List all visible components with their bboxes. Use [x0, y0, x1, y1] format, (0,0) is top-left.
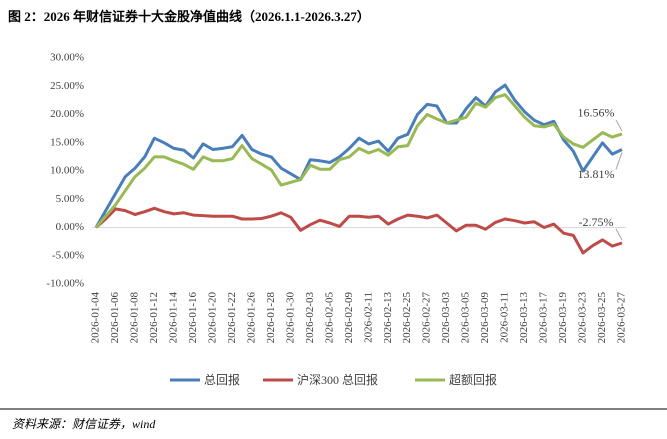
x-tick-label: 2026-03-19: [557, 292, 569, 344]
annotation-leader: [615, 228, 623, 241]
y-tick-label: -10.00%: [46, 278, 84, 290]
x-tick-label: 2026-01-06: [109, 292, 121, 344]
x-tick-label: 2026-01-28: [265, 292, 277, 344]
y-tick-label: 20.00%: [50, 108, 84, 120]
x-tick-label: 2026-03-03: [440, 292, 452, 344]
x-tick-label: 2026-03-23: [577, 292, 589, 344]
x-tick-label: 2026-03-25: [596, 292, 608, 344]
annotation: 16.56%: [578, 106, 615, 120]
line-series: [95, 206, 623, 255]
y-tick-label: -5.00%: [52, 249, 84, 261]
x-tick-label: 2026-01-26: [245, 292, 257, 344]
annotation: 13.81%: [578, 167, 615, 181]
x-tick-label: 2026-03-27: [616, 292, 628, 344]
line-series: [94, 83, 623, 229]
y-tick-label: 25.00%: [50, 80, 84, 92]
annotation: -2.75%: [579, 215, 614, 229]
x-tick-label: 2026-01-22: [226, 292, 238, 343]
x-tick-label: 2026-03-17: [538, 292, 550, 344]
x-tick-label: 2026-01-14: [167, 292, 179, 344]
x-tick-label: 2026-03-05: [460, 292, 472, 344]
legend-label: 沪深300 总回报: [297, 372, 378, 387]
x-tick-label: 2026-02-13: [382, 292, 394, 344]
x-tick-label: 2026-03-13: [518, 292, 530, 344]
y-tick-label: 5.00%: [56, 193, 84, 205]
line-series: [94, 93, 623, 229]
x-tick-label: 2026-02-27: [421, 292, 433, 344]
x-tick-label: 2026-01-08: [128, 292, 140, 344]
x-tick-label: 2026-03-09: [479, 292, 491, 344]
x-tick-label: 2026-01-12: [148, 292, 160, 343]
x-tick-label: 2026-01-16: [187, 292, 199, 344]
y-tick-label: 15.00%: [50, 136, 84, 148]
x-tick-label: 2026-02-03: [304, 292, 316, 344]
y-tick-label: 30.00%: [50, 52, 84, 64]
x-tick-label: 2026-02-09: [343, 292, 355, 344]
source: 资料来源：财信证券，wind: [12, 417, 156, 431]
x-tick-label: 2026-02-25: [401, 292, 413, 344]
legend-label: 超额回报: [449, 372, 497, 387]
x-tick-label: 2026-03-11: [499, 292, 511, 343]
y-tick-label: 10.00%: [50, 165, 84, 177]
y-tick-label: 0.00%: [56, 221, 84, 233]
x-tick-label: 2026-01-20: [206, 292, 218, 344]
x-tick-label: 2026-02-11: [362, 292, 374, 343]
annotation-leader: [615, 119, 623, 132]
annotation-leader: [615, 152, 623, 170]
x-tick-label: 2026-01-30: [284, 292, 296, 344]
x-tick-label: 2026-02-05: [323, 292, 335, 344]
x-tick-label: 2026-01-04: [90, 292, 102, 344]
legend-label: 总回报: [204, 372, 240, 387]
chart-title: 图 2：2026 年财信证券十大金股净值曲线（2026.1.1-2026.3.2…: [8, 9, 370, 24]
